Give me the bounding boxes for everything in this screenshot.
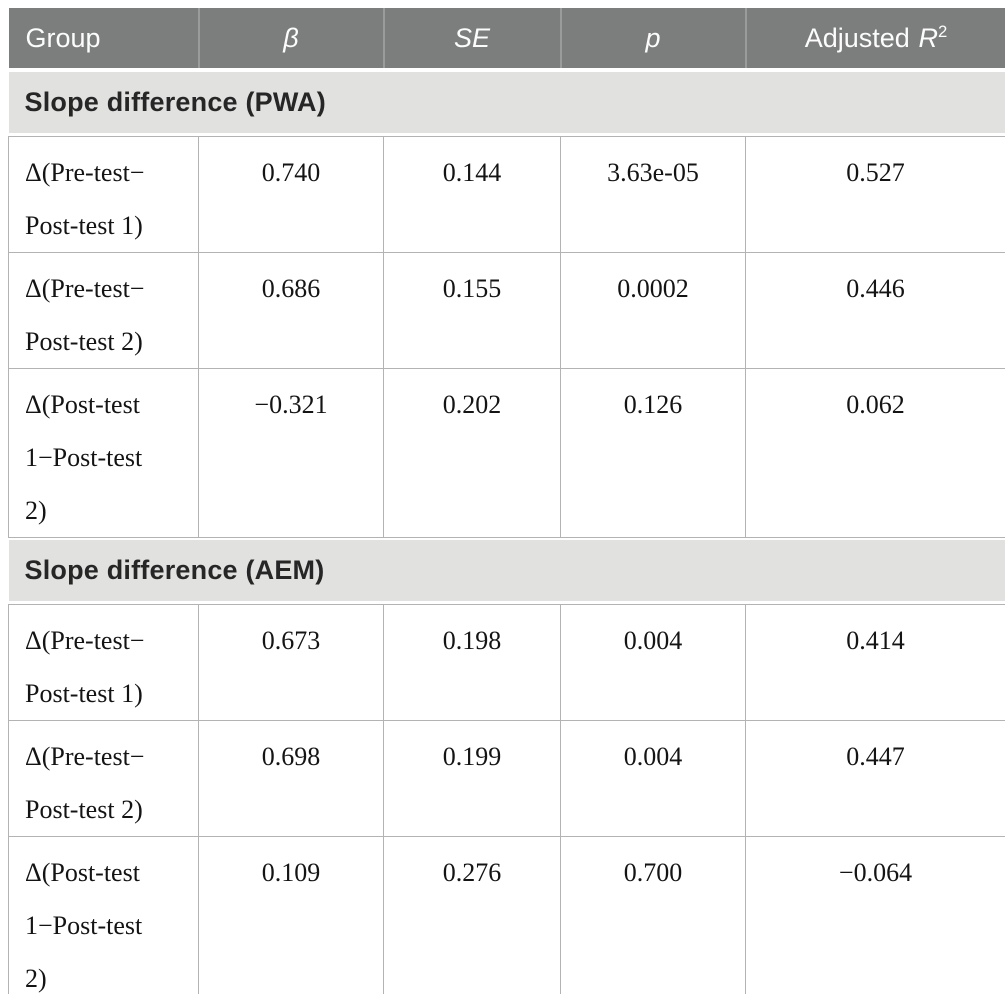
table-row: Δ(Pre-test− Post-test 2) 0.698 0.199 0.0…: [8, 720, 1005, 837]
r-superscript: 2: [937, 22, 948, 41]
col-header-se: SE: [382, 8, 561, 70]
table-row: Δ(Pre-test− Post-test 1) 0.673 0.198 0.0…: [8, 604, 1005, 721]
beta-cell: −0.321: [198, 368, 384, 538]
group-cell: Δ(Pre-test− Post-test 1): [8, 604, 199, 721]
table-row: Δ(Post-test 1−Post-test 2) 0.109 0.276 0…: [8, 836, 1005, 994]
group-cell: Δ(Pre-test− Post-test 2): [8, 720, 199, 837]
adjusted-r2-cell: 0.527: [745, 136, 1005, 253]
se-cell: 0.276: [383, 836, 561, 994]
p-cell: 3.63e-05: [560, 136, 746, 253]
se-cell: 0.199: [383, 720, 561, 837]
adjusted-r2-cell: 0.446: [745, 252, 1005, 369]
p-cell: 0.004: [560, 604, 746, 721]
p-cell: 0.004: [560, 720, 746, 837]
se-cell: 0.202: [383, 368, 561, 538]
group-cell: Δ(Pre-test− Post-test 1): [8, 136, 199, 253]
table-row: Δ(Post-test 1−Post-test 2) −0.321 0.202 …: [8, 368, 1005, 538]
adjusted-r2-cell: 0.447: [745, 720, 1005, 837]
p-cell: 0.0002: [560, 252, 746, 369]
se-cell: 0.155: [383, 252, 561, 369]
col-header-beta: β: [197, 8, 384, 70]
adjusted-r2-cell: −0.064: [745, 836, 1005, 994]
beta-symbol: β: [283, 22, 299, 53]
se-cell: 0.198: [383, 604, 561, 721]
se-cell: 0.144: [383, 136, 561, 253]
adjusted-label: Adjusted: [804, 23, 910, 53]
adjusted-r2-cell: 0.062: [745, 368, 1005, 538]
section-cell: Slope difference (PWA): [8, 69, 1005, 137]
beta-cell: 0.686: [198, 252, 384, 369]
beta-cell: 0.673: [198, 604, 384, 721]
p-symbol: p: [645, 22, 661, 53]
beta-cell: 0.109: [198, 836, 384, 994]
section-row-aem: Slope difference (AEM): [8, 537, 1005, 605]
r-symbol: R: [918, 23, 938, 53]
group-cell: Δ(Post-test 1−Post-test 2): [8, 368, 199, 538]
p-cell: 0.700: [560, 836, 746, 994]
group-cell: Δ(Pre-test− Post-test 2): [8, 252, 199, 369]
se-symbol: SE: [453, 22, 491, 53]
section-row-pwa: Slope difference (PWA): [8, 69, 1005, 137]
regression-results-table: Group β SE p Adjusted R2 Slope difference…: [8, 8, 1005, 994]
beta-cell: 0.740: [198, 136, 384, 253]
col-header-adjusted-r2: Adjusted R2: [744, 8, 1005, 70]
section-title-pwa: Slope difference (PWA): [8, 72, 1005, 133]
header-row: Group β SE p Adjusted R2: [8, 8, 1005, 70]
beta-cell: 0.698: [198, 720, 384, 837]
p-cell: 0.126: [560, 368, 746, 538]
col-header-group: Group: [8, 8, 199, 70]
adjusted-r2-cell: 0.414: [745, 604, 1005, 721]
group-cell: Δ(Post-test 1−Post-test 2): [8, 836, 199, 994]
col-header-p: p: [559, 8, 746, 70]
table-row: Δ(Pre-test− Post-test 1) 0.740 0.144 3.6…: [8, 136, 1005, 253]
section-title-aem: Slope difference (AEM): [8, 540, 1005, 601]
section-cell: Slope difference (AEM): [8, 537, 1005, 605]
table-row: Δ(Pre-test− Post-test 2) 0.686 0.155 0.0…: [8, 252, 1005, 369]
